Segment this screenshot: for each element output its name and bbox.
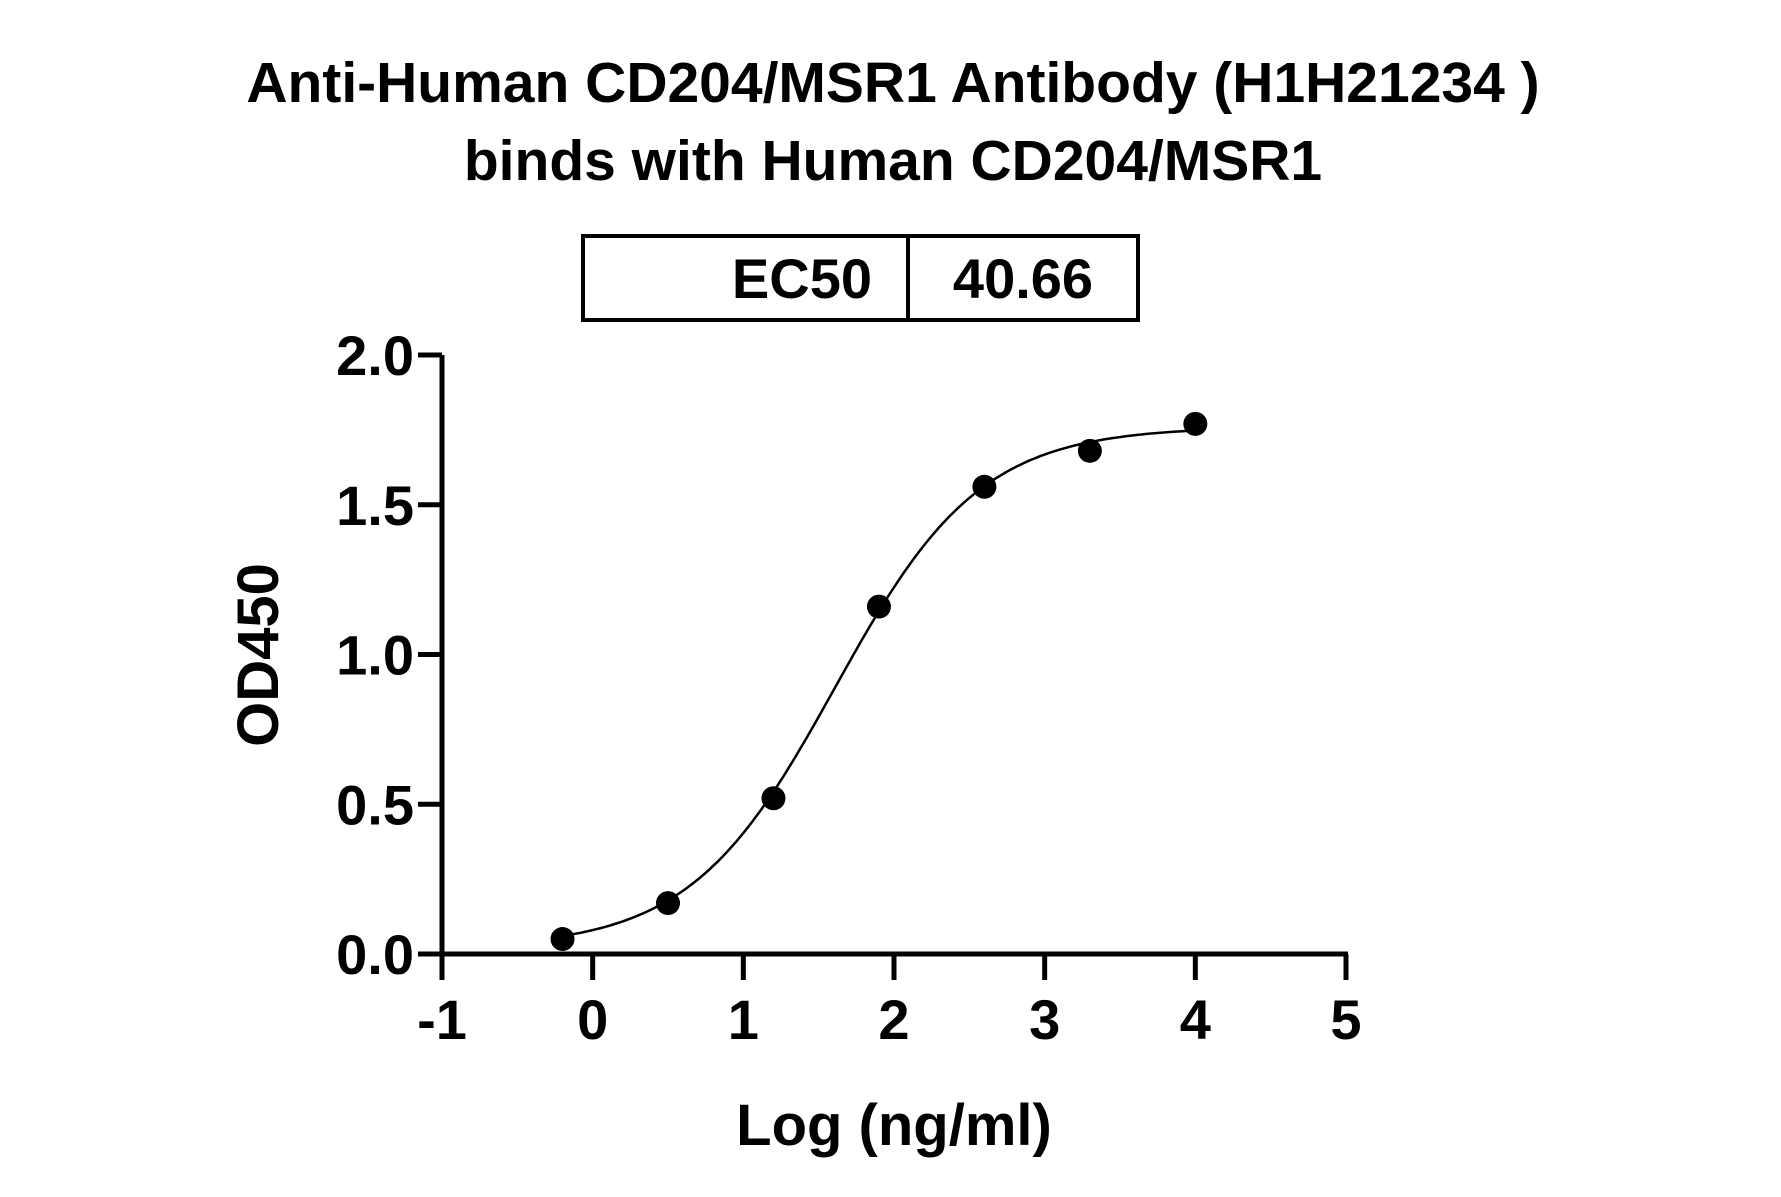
ec50-label: EC50 xyxy=(732,247,872,310)
x-tick-label: 1 xyxy=(728,988,759,1051)
data-point xyxy=(866,594,891,619)
data-point xyxy=(1077,438,1102,463)
fit-curve xyxy=(562,429,1196,938)
ec50-table: EC50 40.66 xyxy=(581,234,1140,322)
x-axis-label: Log (ng/ml) xyxy=(736,1093,1052,1158)
x-tick-label: -1 xyxy=(417,988,467,1051)
x-tick-label: 2 xyxy=(878,988,909,1051)
chart-title-line-2: binds with Human CD204/MSR1 xyxy=(464,129,1322,193)
x-tick-label: 5 xyxy=(1330,988,1361,1051)
y-tick-label: 0.5 xyxy=(336,773,414,836)
data-point xyxy=(550,927,575,952)
ec50-table-border xyxy=(581,234,1140,322)
y-tick-label: 0.0 xyxy=(336,923,414,986)
ec50-value: 40.66 xyxy=(953,247,1093,310)
chart-title-line-1: Anti-Human CD204/MSR1 Antibody (H1H21234… xyxy=(246,51,1539,115)
y-tick-label: 1.0 xyxy=(336,624,414,687)
data-point xyxy=(656,891,680,916)
x-tick-label: 3 xyxy=(1029,988,1060,1051)
x-tick-label: 4 xyxy=(1180,988,1211,1051)
data-point xyxy=(761,786,786,811)
data-point xyxy=(972,474,997,499)
y-tick-label: 1.5 xyxy=(336,474,414,537)
x-tick-label: 0 xyxy=(577,988,608,1051)
data-point xyxy=(1183,411,1208,436)
y-tick-label: 2.0 xyxy=(336,324,414,387)
y-axis-label: OD450 xyxy=(226,563,291,747)
